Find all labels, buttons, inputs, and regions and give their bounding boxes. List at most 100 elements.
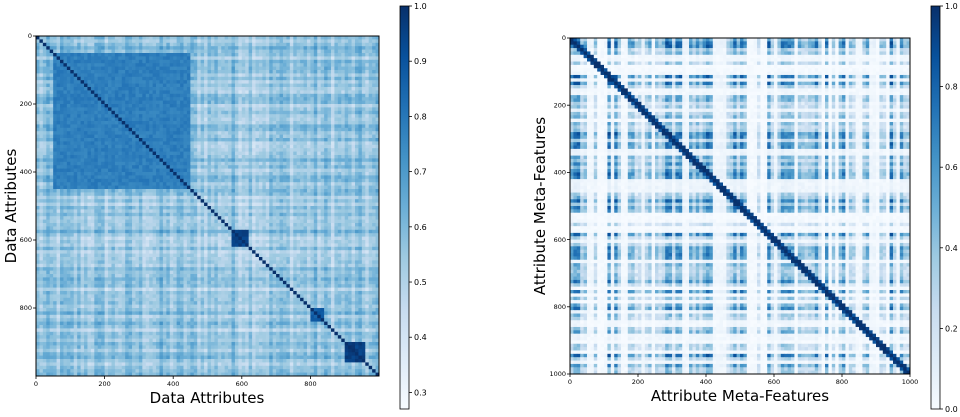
heatmap-cell [330, 36, 335, 40]
heatmap-cell [368, 107, 373, 112]
heatmap-cell [128, 178, 133, 183]
heatmap-cell [60, 59, 64, 64]
heatmap-cell [337, 117, 342, 122]
heatmap-cell [306, 155, 311, 159]
heatmap-cell [207, 155, 212, 159]
heatmap-cell [77, 192, 81, 197]
heatmap-cell [358, 175, 363, 180]
heatmap-cell [324, 155, 328, 159]
heatmap-cell [101, 93, 105, 98]
heatmap-cell [156, 63, 160, 67]
heatmap-cell [90, 104, 95, 108]
heatmap-cell [135, 59, 140, 64]
heatmap-cell [296, 199, 301, 203]
heatmap-cell [282, 138, 287, 142]
heatmap-cell [66, 39, 71, 44]
heatmap-cell [121, 161, 126, 166]
heatmap-cell [36, 151, 40, 156]
heatmap-cell [114, 202, 119, 207]
heatmap-cell [348, 155, 352, 159]
heatmap-cell [159, 63, 164, 67]
heatmap-cell [296, 114, 301, 118]
heatmap-cell [351, 66, 356, 71]
heatmap-cell [145, 161, 150, 166]
heatmap-cell [361, 114, 366, 118]
heatmap-cell [94, 175, 99, 180]
heatmap-cell [63, 114, 68, 118]
heatmap-cell [344, 42, 349, 47]
heatmap-cell [94, 110, 99, 115]
heatmap-cell [132, 134, 136, 139]
heatmap-cell [166, 127, 171, 132]
heatmap-cell [197, 46, 202, 50]
heatmap-cell [330, 110, 335, 115]
heatmap-cell [108, 141, 112, 146]
heatmap-cell [169, 151, 174, 156]
heatmap-cell [142, 141, 147, 146]
heatmap-cell [42, 182, 47, 186]
heatmap-cell [234, 158, 239, 163]
heatmap-cell [183, 46, 188, 50]
heatmap-cell [173, 49, 178, 54]
heatmap-cell [245, 53, 250, 57]
heatmap-cell [248, 189, 253, 193]
heatmap-cell [317, 182, 322, 186]
heatmap-cell [97, 161, 102, 166]
heatmap-cell [166, 131, 171, 135]
heatmap-cell [330, 185, 335, 190]
heatmap-cell [159, 117, 164, 122]
heatmap-cell [300, 73, 304, 78]
heatmap-cell [77, 161, 81, 166]
heatmap-cell [90, 73, 95, 78]
heatmap-cell [310, 56, 315, 61]
heatmap-cell [200, 80, 205, 84]
heatmap-cell [245, 80, 250, 84]
heatmap-cell [176, 53, 181, 57]
heatmap-cell [372, 59, 376, 64]
heatmap-cell [231, 199, 236, 203]
heatmap-cell [282, 87, 287, 91]
heatmap-cell [97, 87, 102, 91]
heatmap-cell [258, 178, 263, 183]
heatmap-cell [180, 76, 184, 81]
heatmap-cell [135, 66, 140, 71]
heatmap-cell [186, 49, 191, 54]
heatmap-cell [97, 189, 102, 193]
heatmap-cell [152, 83, 157, 88]
heatmap-cell [63, 189, 68, 193]
heatmap-cell [94, 178, 99, 183]
heatmap-cell [354, 127, 359, 132]
heatmap-cell [258, 66, 263, 71]
heatmap-cell [317, 195, 322, 200]
heatmap-cell [193, 56, 198, 61]
heatmap-cell [262, 104, 267, 108]
heatmap-cell [269, 39, 274, 44]
heatmap-cell [193, 155, 198, 159]
heatmap-cell [173, 158, 178, 163]
heatmap-cell [190, 66, 195, 71]
heatmap-cell [207, 59, 212, 64]
heatmap-cell [241, 138, 246, 142]
heatmap-cell [169, 53, 174, 57]
heatmap-cell [207, 168, 212, 173]
heatmap-cell [255, 175, 260, 180]
heatmap-cell [132, 158, 136, 163]
heatmap-cell [252, 49, 256, 54]
heatmap-cell [310, 155, 315, 159]
heatmap-cell [210, 134, 215, 139]
heatmap-cell [73, 141, 78, 146]
heatmap-cell [101, 165, 105, 169]
heatmap-cell [101, 76, 105, 81]
heatmap-cell [330, 97, 335, 101]
heatmap-cell [204, 175, 208, 180]
heatmap-cell [286, 124, 291, 129]
heatmap-cell [310, 59, 315, 64]
heatmap-cell [104, 144, 109, 149]
heatmap-cell [214, 148, 219, 152]
heatmap-cell [60, 83, 64, 88]
heatmap-cell [49, 195, 54, 200]
heatmap-cell [252, 90, 256, 95]
heatmap-cell [166, 59, 171, 64]
heatmap-cell [180, 66, 184, 71]
heatmap-cell [132, 189, 136, 193]
